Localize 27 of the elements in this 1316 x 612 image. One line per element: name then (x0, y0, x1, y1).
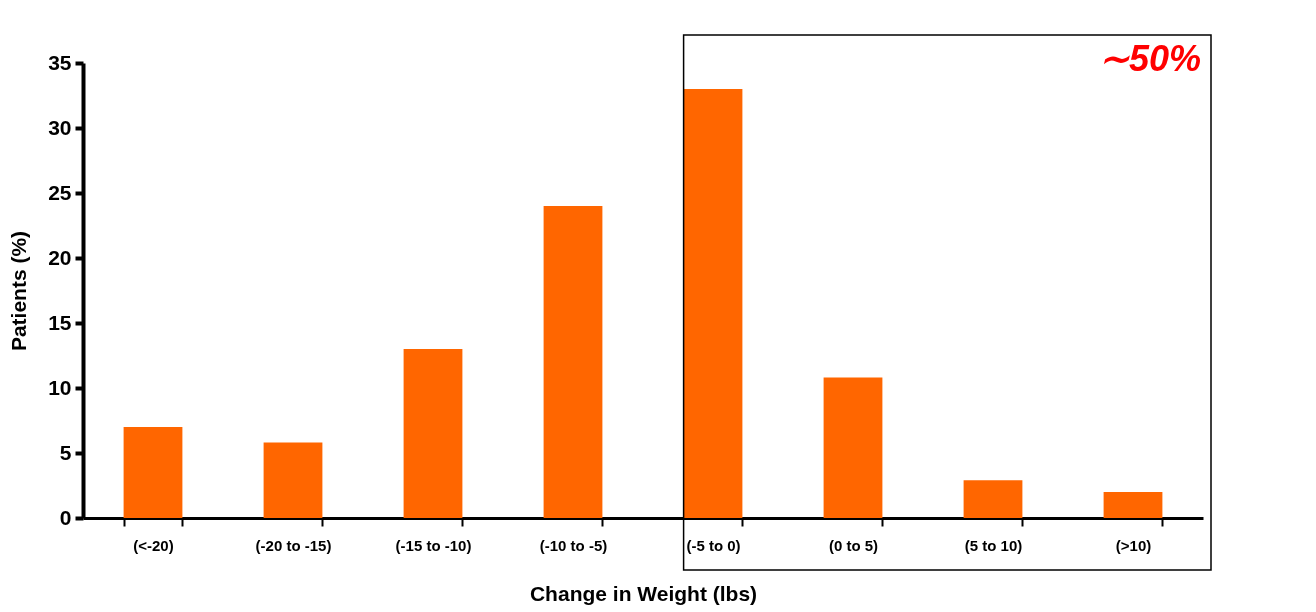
x-tick-label: (-15 to -10) (395, 536, 472, 554)
y-axis-title: Patients (%) (7, 230, 31, 352)
y-tick-label: 35 (48, 50, 72, 74)
x-tick-label: (-10 to -5) (539, 536, 608, 554)
x-axis-title: Change in Weight (lbs) (529, 581, 758, 605)
bar (403, 349, 463, 518)
x-tick-label: (0 to 5) (828, 536, 879, 554)
bar (263, 442, 323, 518)
y-tick-label: 30 (48, 115, 72, 139)
x-tick-label: (-5 to 0) (686, 536, 741, 554)
x-tick-label: (5 to 10) (964, 536, 1023, 554)
x-tick-label: (-20 to -15) (255, 536, 332, 554)
y-tick-label: 5 (59, 440, 72, 464)
bar (543, 206, 603, 518)
y-tick-label: 20 (48, 245, 72, 269)
bar (1103, 492, 1163, 518)
annotation: ∼50% (1098, 38, 1201, 79)
x-tick-label: (>10) (1115, 536, 1152, 554)
bar (823, 377, 883, 518)
y-tick-label: 15 (48, 310, 72, 334)
bar (683, 89, 743, 518)
bar (123, 427, 183, 518)
y-tick-label: 25 (48, 180, 72, 204)
y-tick-label: 0 (59, 505, 72, 529)
bar (963, 480, 1023, 518)
x-tick-label: (<-20) (133, 536, 174, 554)
y-tick-label: 10 (48, 375, 72, 399)
